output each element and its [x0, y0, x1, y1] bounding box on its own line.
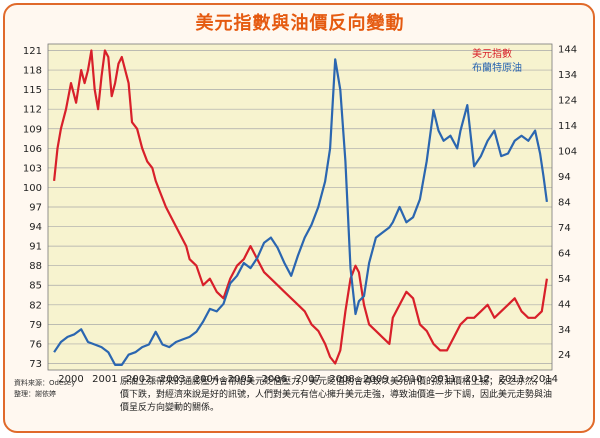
brent-oil-line [53, 58, 548, 366]
y-right-tick-label: 44 [558, 299, 571, 310]
y-left-tick-label: 109 [23, 124, 42, 135]
y-right-tick-label: 144 [558, 45, 577, 56]
legend-usd-index: 美元指數 [472, 47, 512, 60]
x-tick-label: 2011 [431, 374, 456, 385]
y-left-tick-label: 112 [23, 105, 42, 116]
y-left-tick-label: 91 [29, 242, 42, 253]
source-credit: 資料來源：Odesey 整理：謝依婷 [14, 378, 114, 400]
y-left-tick-label: 100 [23, 183, 42, 194]
x-tick-label: 2001 [92, 374, 117, 385]
y-right-tick-label: 94 [558, 172, 571, 183]
y-right-tick-label: 64 [558, 248, 571, 259]
y-left-tick-label: 94 [29, 222, 42, 233]
x-tick-label: 2008 [329, 374, 354, 385]
x-tick-label: 2005 [228, 374, 253, 385]
y-right-tick-label: 124 [558, 96, 577, 107]
x-tick-label: 2014 [532, 374, 557, 385]
chart-note: 原油上漲帶來的通膨壓力會帶給美元貶值壓力，美元貶值則會導致以美元計價的原油價格上… [120, 377, 553, 413]
x-tick-label: 2004 [194, 374, 219, 385]
source-line: 資料來源：Odesey [14, 379, 76, 387]
y-left-tick-label: 103 [23, 163, 42, 174]
editor-line: 整理：謝依婷 [14, 390, 56, 398]
x-tick-label: 2010 [397, 374, 422, 385]
y-left-tick-label: 106 [23, 144, 42, 155]
usd-index-line [53, 49, 548, 365]
y-right-tick-label: 114 [558, 121, 577, 132]
y-left-tick-label: 118 [23, 66, 42, 77]
y-left-tick-label: 121 [23, 46, 42, 57]
y-left-tick-label: 79 [29, 320, 42, 331]
y-right-tick-label: 24 [558, 350, 571, 361]
y-right-tick-label: 34 [558, 325, 571, 336]
y-left-tick-label: 82 [29, 300, 42, 311]
y-left-tick-label: 115 [23, 85, 42, 96]
y-right-tick-label: 84 [558, 197, 571, 208]
x-tick-label: 2012 [465, 374, 490, 385]
x-tick-label: 2000 [58, 374, 83, 385]
chart-title: 美元指數與油價反向變動 [195, 13, 405, 34]
y-left-tick-label: 97 [29, 203, 42, 214]
x-tick-label: 2007 [295, 374, 320, 385]
y-right-tick-label: 54 [558, 274, 571, 285]
x-tick-label: 2013 [499, 374, 524, 385]
legend-brent-oil: 布蘭特原油 [472, 61, 522, 74]
y-right-tick-label: 134 [558, 70, 577, 81]
x-tick-label: 2006 [262, 374, 287, 385]
y-left-tick-label: 76 [29, 339, 42, 350]
y-right-tick-label: 74 [558, 223, 571, 234]
y-left-tick-label: 73 [29, 359, 42, 370]
x-tick-label: 2003 [160, 374, 185, 385]
y-right-tick-label: 104 [558, 146, 577, 157]
x-tick-label: 2002 [126, 374, 151, 385]
plot-border [47, 43, 553, 371]
x-tick-label: 2009 [363, 374, 388, 385]
y-left-tick-label: 85 [29, 281, 42, 292]
y-left-tick-label: 88 [29, 261, 42, 272]
